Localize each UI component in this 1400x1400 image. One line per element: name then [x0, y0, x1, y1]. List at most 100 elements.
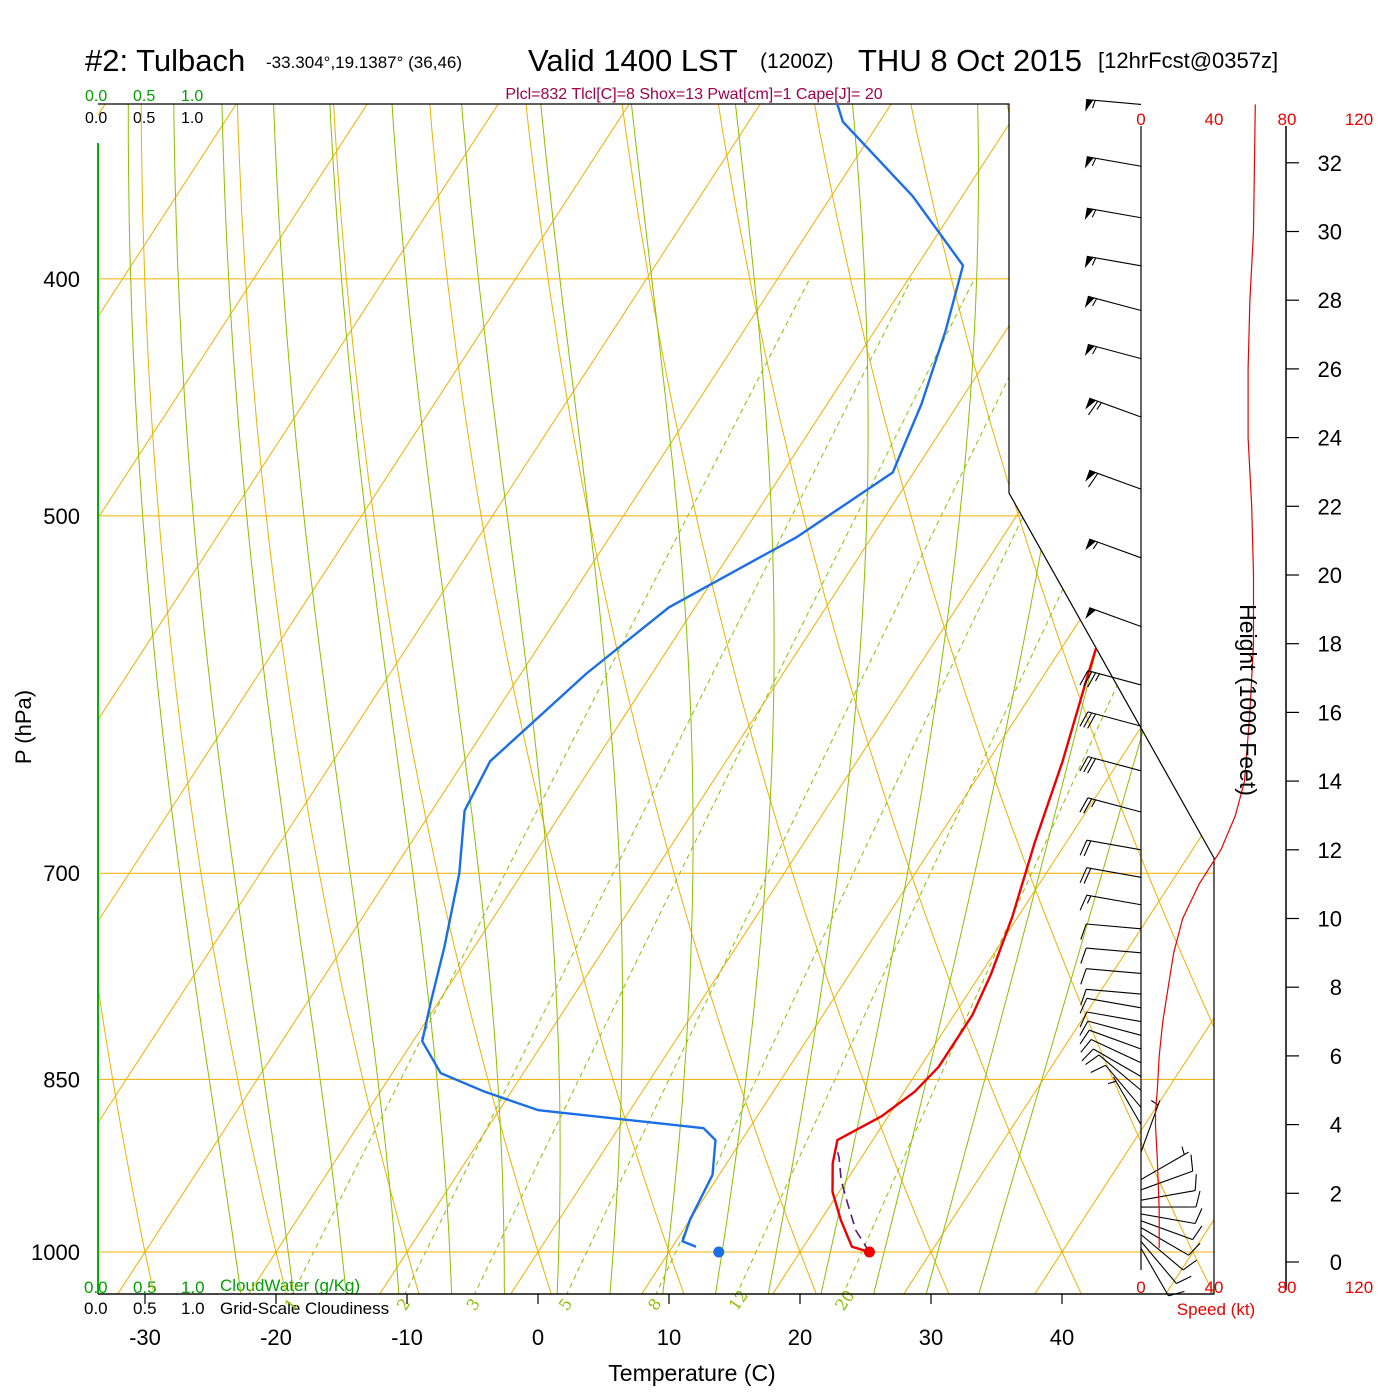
- wind-barb-shaft: [1140, 1190, 1196, 1201]
- wind-barb-shaft: [1086, 997, 1142, 1009]
- isotherm-line: [98, 104, 869, 1294]
- moist-adiabat-line: [219, 104, 348, 1294]
- pressure-tick-label: 1000: [31, 1240, 80, 1265]
- sounding-profiles: [421, 104, 1214, 1258]
- wind-barb-shaft: [1086, 894, 1142, 906]
- wind-barb: [1140, 1234, 1197, 1271]
- wind-barb-shaft: [1140, 1170, 1193, 1191]
- wind-barb-flag: [1168, 1290, 1185, 1297]
- wind-barb: [1085, 99, 1142, 112]
- dry-adiabat-line: [140, 104, 290, 1294]
- pressure-tick-label: 700: [43, 861, 80, 886]
- cloud-scale-bottom-black-1: 0.5: [133, 1299, 157, 1318]
- cloud-scale-bottom-black-2: 1.0: [181, 1299, 205, 1318]
- title-utc: (1200Z): [760, 50, 834, 73]
- height-tick-label: 22: [1318, 494, 1342, 519]
- isotherm-line: [110, 104, 1131, 1294]
- wind-barb-half-flag: [1092, 346, 1098, 355]
- wind-barb-pennant: [1084, 344, 1095, 356]
- wind-barb-half-flag: [1150, 1100, 1159, 1106]
- wind-barb-pennant: [1084, 256, 1094, 269]
- height-tick-label: 8: [1330, 975, 1342, 1000]
- mixing-ratio-label: 2: [393, 1295, 414, 1314]
- moist-adiabat-line: [515, 104, 623, 1294]
- height-tick-label: 0: [1330, 1250, 1342, 1275]
- wind-barb-flag: [1194, 1174, 1197, 1191]
- pressure-tick-label: 850: [43, 1067, 80, 1092]
- wind-barb-shaft: [1090, 1039, 1142, 1064]
- wind-barb-flag: [1079, 998, 1088, 1014]
- wind-barb-shaft: [1086, 867, 1142, 878]
- mixing-ratio-line: [287, 278, 811, 1294]
- dry-adiabat-line: [411, 104, 688, 1294]
- height-tick-label: 12: [1318, 838, 1342, 863]
- wind-barb-flag: [1087, 758, 1097, 774]
- wind-barb: [1140, 1190, 1201, 1208]
- isotherm-line: [98, 104, 738, 1294]
- height-tick-label: 2: [1330, 1181, 1342, 1206]
- height-tick-label: 32: [1318, 151, 1342, 176]
- wind-barb-shaft: [1140, 1241, 1177, 1284]
- mixing-ratio-line: [561, 278, 1058, 1294]
- wind-barb-shaft: [1086, 968, 1142, 975]
- cloud-scale-top-black-0: 0.0: [85, 110, 107, 127]
- wind-barb: [1080, 1039, 1142, 1064]
- cloud-scale-top-green-0: 0.0: [85, 88, 107, 105]
- wind-profile: [1079, 99, 1256, 1297]
- wind-barb-flag: [1192, 1225, 1203, 1240]
- wind-barb-shaft: [1086, 99, 1142, 105]
- speed-tick-top-80: 80: [1278, 110, 1297, 129]
- wind-barb: [1084, 255, 1142, 269]
- wind-barb-pennant: [1085, 470, 1096, 482]
- wind-barb-half-flag: [1092, 541, 1099, 550]
- isotherm-line: [372, 104, 1214, 1294]
- wind-barb: [1079, 797, 1142, 814]
- dry-adiabat-line: [1195, 104, 1214, 1294]
- wind-barb-flag: [1088, 473, 1099, 488]
- wind-barb-pennant: [1085, 607, 1096, 619]
- wind-barb-flag: [1079, 839, 1088, 856]
- wind-barb: [1079, 1029, 1142, 1050]
- cloud-scale-top-black-1: 0.5: [133, 110, 155, 127]
- x-axis-title: Temperature (C): [608, 1360, 775, 1386]
- temperature-profile-line: [831, 104, 1214, 1254]
- cloud-scale-top: 0.0 0.5 1.0 0.0 0.5 1.0: [85, 88, 203, 127]
- height-tick-label: 26: [1318, 357, 1342, 382]
- x-axis-tick-label: 40: [1050, 1325, 1074, 1350]
- cloud-scale-top-black-2: 1.0: [181, 110, 203, 127]
- wind-barb: [1079, 839, 1142, 857]
- chart-title: #2: Tulbach -33.304°,19.1387° (36,46) Va…: [85, 43, 1278, 78]
- parcel-profile-line: [835, 1145, 871, 1253]
- wind-barb: [1140, 1174, 1197, 1201]
- wind-barb-shaft: [1105, 1064, 1142, 1108]
- wind-barb-flag: [1085, 1054, 1100, 1066]
- wind-barb-flag: [1079, 1011, 1088, 1028]
- moist-adiabat-line: [765, 104, 869, 1294]
- wind-barb-shaft: [1113, 1076, 1142, 1125]
- isotherm-line: [98, 104, 607, 1294]
- height-tick-label: 24: [1318, 426, 1342, 451]
- wind-speed-profile-line: [1154, 104, 1256, 1249]
- dry-adiabat-line: [324, 104, 555, 1294]
- wind-barb: [1079, 1011, 1142, 1028]
- wind-barb-shaft: [1087, 1020, 1142, 1036]
- wind-barb-shaft: [1087, 343, 1142, 360]
- wind-barb-half-flag: [1181, 1146, 1185, 1155]
- isotherm-line: [765, 104, 1214, 1294]
- wind-barb-half-flag: [1096, 402, 1102, 410]
- wind-barb-pennant: [1084, 208, 1094, 220]
- wind-barb: [1079, 670, 1142, 688]
- wind-barb-shaft: [1140, 1247, 1169, 1297]
- height-tick-label: 16: [1318, 700, 1342, 725]
- wind-barb-flag: [1080, 1039, 1092, 1053]
- wind-barb: [1140, 1146, 1189, 1181]
- moist-adiabat-line: [870, 104, 1110, 1294]
- wind-barb-pennant: [1084, 296, 1095, 308]
- pressure-tick-label: 400: [43, 267, 80, 292]
- plot-frame: [98, 103, 1215, 1295]
- moist-adiabat-line: [975, 104, 1214, 1294]
- wind-barb: [1084, 295, 1142, 312]
- cloud-water-legend: CloudWater (g/Kg): [220, 1276, 360, 1295]
- isotherm-line: [98, 104, 1000, 1294]
- wind-barb-flag: [1190, 1154, 1194, 1172]
